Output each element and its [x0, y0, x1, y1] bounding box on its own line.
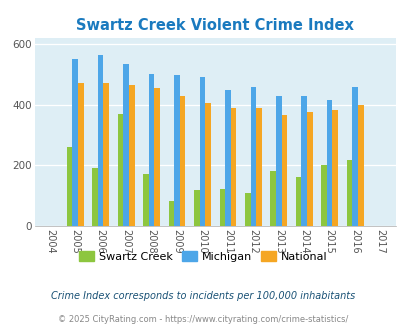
Bar: [67, 147, 72, 226]
Bar: [352, 87, 357, 226]
Bar: [270, 172, 275, 226]
Bar: [224, 90, 230, 226]
Bar: [78, 83, 83, 226]
Bar: [154, 88, 160, 226]
Bar: [129, 85, 134, 226]
Text: © 2025 CityRating.com - https://www.cityrating.com/crime-statistics/: © 2025 CityRating.com - https://www.city…: [58, 315, 347, 324]
Bar: [326, 100, 332, 226]
Bar: [306, 112, 312, 226]
Legend: Swartz Creek, Michigan, National: Swartz Creek, Michigan, National: [74, 247, 331, 267]
Bar: [168, 201, 174, 226]
Bar: [98, 55, 103, 226]
Bar: [275, 96, 281, 226]
Bar: [103, 83, 109, 226]
Bar: [320, 165, 326, 226]
Bar: [174, 75, 179, 226]
Bar: [143, 174, 148, 226]
Title: Swartz Creek Violent Crime Index: Swartz Creek Violent Crime Index: [76, 17, 353, 33]
Bar: [346, 160, 352, 226]
Bar: [179, 96, 185, 226]
Bar: [332, 110, 337, 226]
Bar: [72, 59, 78, 226]
Bar: [199, 77, 205, 226]
Bar: [117, 114, 123, 226]
Bar: [123, 64, 129, 226]
Bar: [194, 190, 199, 226]
Bar: [301, 96, 306, 226]
Bar: [230, 108, 236, 226]
Text: Crime Index corresponds to incidents per 100,000 inhabitants: Crime Index corresponds to incidents per…: [51, 291, 354, 301]
Bar: [281, 115, 286, 226]
Bar: [295, 177, 301, 226]
Bar: [244, 193, 250, 226]
Bar: [219, 189, 224, 226]
Bar: [92, 168, 98, 226]
Bar: [250, 87, 256, 226]
Bar: [357, 105, 362, 226]
Bar: [148, 74, 154, 226]
Bar: [205, 104, 210, 226]
Bar: [256, 108, 261, 226]
